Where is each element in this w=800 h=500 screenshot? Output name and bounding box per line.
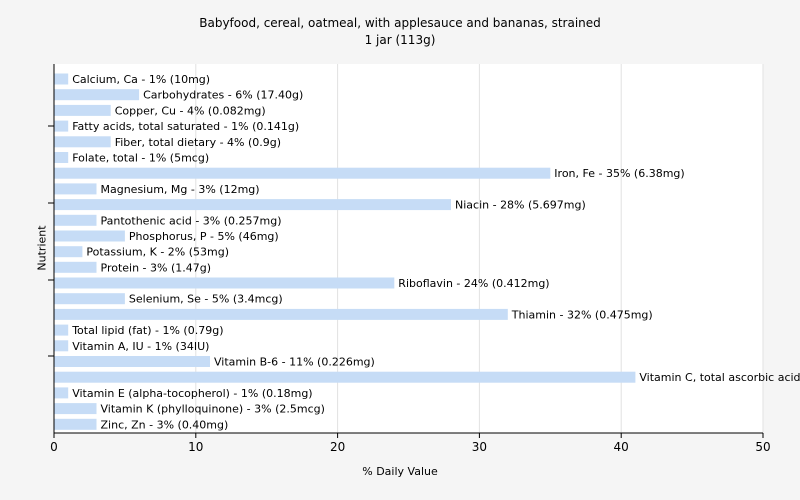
bar: [54, 120, 69, 132]
bar-label: Zinc, Zn - 3% (0.40mg): [101, 418, 229, 431]
bar-label: Vitamin B-6 - 11% (0.226mg): [214, 356, 375, 369]
bar-label: Folate, total - 1% (5mcg): [72, 152, 209, 165]
bar-label: Thiamin - 32% (0.475mg): [511, 308, 653, 321]
bar: [54, 371, 636, 383]
bar-label: Phosphorus, P - 5% (46mg): [129, 230, 279, 243]
bar-label: Vitamin E (alpha-tocopherol) - 1% (0.18m…: [72, 387, 312, 400]
x-tick-label: 40: [614, 440, 629, 454]
x-tick-label: 10: [188, 440, 203, 454]
bar: [54, 277, 395, 289]
bar: [54, 89, 140, 101]
bar: [54, 356, 210, 367]
bar: [54, 293, 125, 305]
bar: [54, 308, 508, 320]
bar-label: Vitamin A, IU - 1% (34IU): [72, 340, 209, 353]
bar: [54, 387, 69, 399]
bar-label: Potassium, K - 2% (53mg): [86, 246, 229, 259]
bar-label: Iron, Fe - 35% (6.38mg): [554, 167, 684, 180]
bar: [54, 136, 111, 148]
bar-label: Selenium, Se - 5% (3.4mcg): [129, 293, 283, 306]
bar-label: Fiber, total dietary - 4% (0.9g): [115, 136, 281, 149]
bar-label: Riboflavin - 24% (0.412mg): [398, 277, 549, 290]
bar: [54, 152, 69, 163]
bar: [54, 214, 97, 226]
x-axis-label: % Daily Value: [362, 465, 438, 478]
bar-label: Vitamin C, total ascorbic acid - 41% (24…: [639, 371, 800, 384]
x-tick-label: 30: [472, 440, 487, 454]
bar: [54, 261, 97, 273]
chart-title: Babyfood, cereal, oatmeal, with applesau…: [199, 16, 601, 30]
bar-label: Magnesium, Mg - 3% (12mg): [101, 183, 260, 196]
bar: [54, 418, 97, 430]
bar-label: Total lipid (fat) - 1% (0.79g): [71, 324, 223, 337]
bar: [54, 230, 125, 242]
bar-label: Copper, Cu - 4% (0.082mg): [115, 104, 266, 117]
bar-label: Fatty acids, total saturated - 1% (0.141…: [72, 120, 299, 133]
y-axis-label: Nutrient: [35, 225, 49, 271]
bar: [54, 183, 97, 195]
chart-subtitle: 1 jar (113g): [364, 33, 436, 47]
bar: [54, 73, 69, 85]
bar-label: Niacin - 28% (5.697mg): [455, 199, 586, 212]
bar-label: Vitamin K (phylloquinone) - 3% (2.5mcg): [101, 403, 325, 416]
bar: [54, 246, 83, 258]
bar: [54, 403, 97, 415]
bar: [54, 104, 111, 116]
bar: [54, 199, 451, 211]
bar-label: Protein - 3% (1.47g): [101, 261, 212, 274]
plot-area: [54, 64, 763, 433]
bar: [54, 340, 69, 352]
bar-label: Calcium, Ca - 1% (10mg): [72, 73, 210, 86]
x-tick-label: 50: [755, 440, 770, 454]
bar-label: Pantothenic acid - 3% (0.257mg): [101, 214, 282, 227]
bar: [54, 324, 69, 336]
bar-label: Carbohydrates - 6% (17.40g): [143, 89, 303, 102]
x-tick-label: 20: [330, 440, 345, 454]
x-tick-label: 0: [50, 440, 58, 454]
bar: [54, 167, 551, 179]
